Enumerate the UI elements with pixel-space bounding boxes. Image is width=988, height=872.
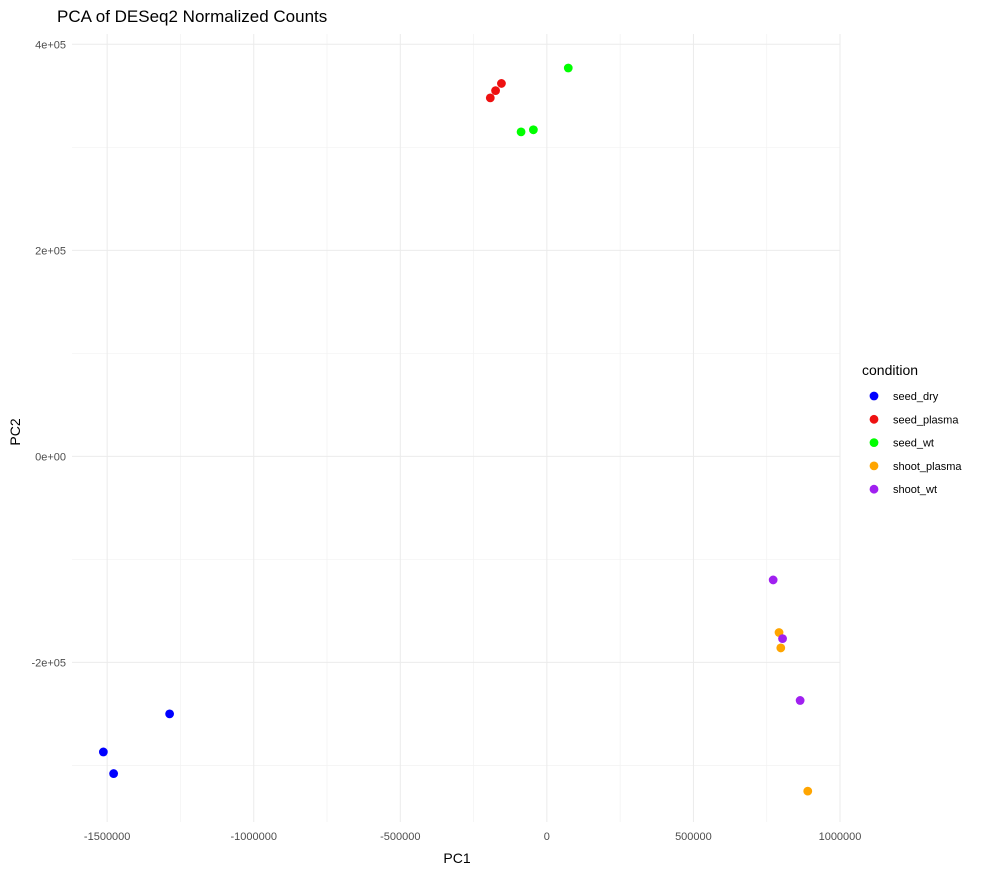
- x-tick-label: -500000: [380, 831, 420, 843]
- legend-label-seed_plasma: seed_plasma: [893, 414, 959, 426]
- legend-key-seed_wt: [869, 438, 879, 447]
- point-shoot_plasma: [803, 786, 813, 796]
- x-tick-label: -1500000: [84, 831, 131, 843]
- x-tick-label: 500000: [675, 831, 712, 843]
- grid: [72, 34, 841, 822]
- x-tick-label: 1000000: [819, 831, 862, 843]
- point-seed_wt: [563, 63, 573, 73]
- point-seed_wt: [528, 125, 538, 135]
- scatter-points: [98, 63, 813, 796]
- point-seed_plasma: [485, 93, 495, 103]
- point-seed_plasma: [497, 79, 506, 88]
- point-shoot_wt: [778, 634, 787, 644]
- y-tick-label: 0e+00: [35, 451, 66, 463]
- point-shoot_plasma: [776, 643, 786, 653]
- legend-key-seed_plasma: [869, 414, 879, 424]
- legend-key-seed_dry: [869, 391, 879, 401]
- legend-key-shoot_plasma: [869, 461, 879, 471]
- legend: condition seed_dry seed_plasma seed_wtshoo…: [862, 362, 962, 496]
- y-axis-title: PC2: [7, 418, 23, 445]
- x-tick-labels: -1500000 -1000000 -500000 0 500000 1000000: [84, 831, 861, 843]
- x-tick-label: -1000000: [230, 831, 277, 843]
- point-seed_dry: [109, 769, 119, 778]
- y-tick-label: 4e+05: [35, 39, 66, 51]
- point-seed_wt: [516, 127, 526, 137]
- legend-key-shoot_wt: [869, 484, 879, 494]
- x-tick-label: 0: [544, 831, 550, 843]
- legend-label-shoot_wt: shoot_wt: [893, 484, 937, 496]
- point-shoot_wt: [795, 696, 805, 705]
- legend-label-seed_dry: seed_dry: [893, 391, 939, 403]
- point-shoot_wt: [768, 575, 778, 585]
- legend-title: condition: [862, 362, 918, 378]
- y-tick-label: 2e+05: [35, 245, 66, 257]
- y-tick-labels: -2e+05 0e+00 2e+05 4e+05: [31, 39, 66, 669]
- legend-items: seed_dry seed_plasma seed_wt shoot_plasmash…: [869, 391, 962, 496]
- x-axis-title: PC1: [443, 850, 470, 866]
- legend-label-seed_wt: seed_wt: [893, 438, 934, 450]
- chart-title: PCA of DESeq2 Normalized Counts: [57, 7, 327, 26]
- point-seed_dry: [165, 709, 175, 719]
- point-seed_dry: [98, 747, 108, 757]
- legend-label-shoot_plasma: shoot_plasma: [893, 461, 962, 473]
- y-tick-label: -2e+05: [31, 657, 66, 669]
- point-seed_plasma: [491, 86, 500, 96]
